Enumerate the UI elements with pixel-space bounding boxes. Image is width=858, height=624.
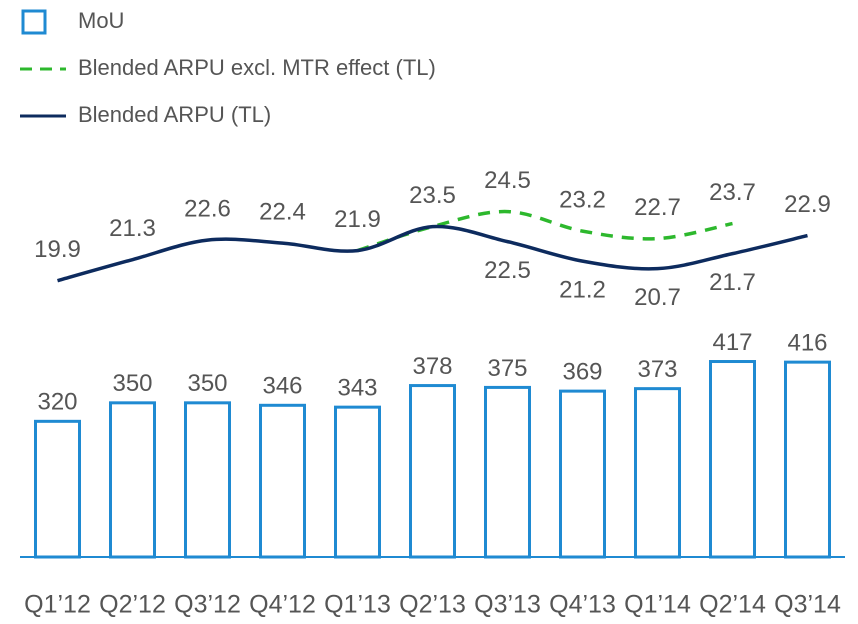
legend-label: Blended ARPU (TL)	[78, 102, 271, 127]
bar	[34, 419, 81, 559]
line-value-label: 21.3	[109, 215, 156, 242]
bar-value-label: 378	[412, 353, 452, 380]
line-value-label: 24.5	[484, 167, 531, 194]
line-value-label: 19.9	[34, 236, 81, 263]
legend-label: Blended ARPU excl. MTR effect (TL)	[78, 55, 436, 80]
bar	[634, 387, 681, 559]
legend-swatch	[21, 9, 47, 35]
x-tick-label: Q2’14	[699, 591, 766, 619]
x-tick-label: Q3’12	[174, 591, 241, 619]
bar-value-label: 417	[712, 329, 752, 356]
bar-value-label: 375	[487, 355, 527, 382]
x-tick-label: Q2’12	[99, 591, 166, 619]
line-value-label: 23.5	[409, 182, 456, 209]
x-tick-label: Q1’12	[24, 591, 91, 619]
line-value-label: 21.7	[709, 269, 756, 296]
line-value-label: 22.4	[259, 198, 306, 225]
bar	[184, 401, 231, 559]
bar	[709, 360, 756, 559]
x-tick-label: Q4’13	[549, 591, 616, 619]
line-value-label: 23.7	[709, 179, 756, 206]
bar	[559, 389, 606, 559]
bar	[484, 385, 531, 559]
line-value-label: 23.2	[559, 186, 606, 213]
x-tick-label: Q1’13	[324, 591, 391, 619]
bar-value-label: 416	[787, 329, 827, 356]
line-value-label: 20.7	[634, 284, 681, 311]
line-value-label: 22.5	[484, 257, 531, 284]
bar-value-label: 346	[262, 373, 302, 400]
bar	[109, 401, 156, 559]
bar-value-label: 373	[637, 356, 677, 383]
bar-value-label: 369	[562, 358, 602, 385]
line-value-label: 22.9	[784, 191, 831, 218]
bar-value-label: 350	[187, 370, 227, 397]
bar	[784, 360, 831, 559]
bar	[259, 403, 306, 559]
line-value-label: 22.6	[184, 195, 231, 222]
x-tick-label: Q1’14	[624, 591, 691, 619]
legend-label: MoU	[78, 8, 124, 33]
line-value-label: 21.2	[559, 276, 606, 303]
bar-value-label: 343	[337, 374, 377, 401]
x-tick-label: Q3’14	[774, 591, 841, 619]
line-value-label: 21.9	[334, 206, 381, 233]
bar-value-label: 320	[37, 389, 77, 416]
bar-value-label: 350	[112, 370, 152, 397]
x-tick-label: Q2’13	[399, 591, 466, 619]
bar	[409, 384, 456, 559]
line	[57, 224, 808, 283]
bar	[334, 405, 381, 559]
line-value-label: 22.7	[634, 194, 681, 221]
x-tick-label: Q4’12	[249, 591, 316, 619]
x-tick-label: Q3’13	[474, 591, 541, 619]
